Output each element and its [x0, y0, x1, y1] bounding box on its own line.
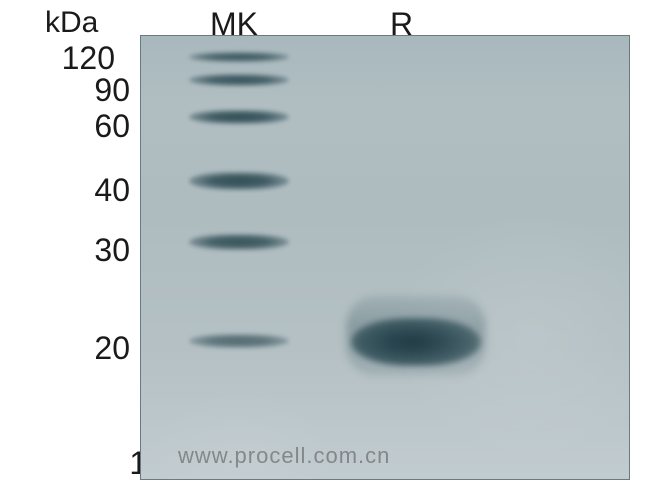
mk-band: [189, 172, 289, 190]
mw-label: 20: [60, 330, 130, 367]
mk-band: [189, 74, 289, 86]
gel-figure: kDa MK R 120 90 60 40 30 20 14 www.proce…: [0, 0, 670, 500]
mk-band: [189, 334, 289, 348]
r-band: [351, 318, 481, 366]
watermark: www.procell.com.cn: [178, 443, 390, 469]
gel-image: [140, 35, 630, 480]
mw-label: 90: [60, 72, 130, 109]
unit-label: kDa: [45, 6, 98, 40]
mk-band: [189, 110, 289, 124]
mw-label: 40: [60, 172, 130, 209]
mk-band: [189, 234, 289, 250]
mw-label: 60: [60, 108, 130, 145]
mw-label: 30: [60, 232, 130, 269]
mk-band: [189, 52, 289, 62]
